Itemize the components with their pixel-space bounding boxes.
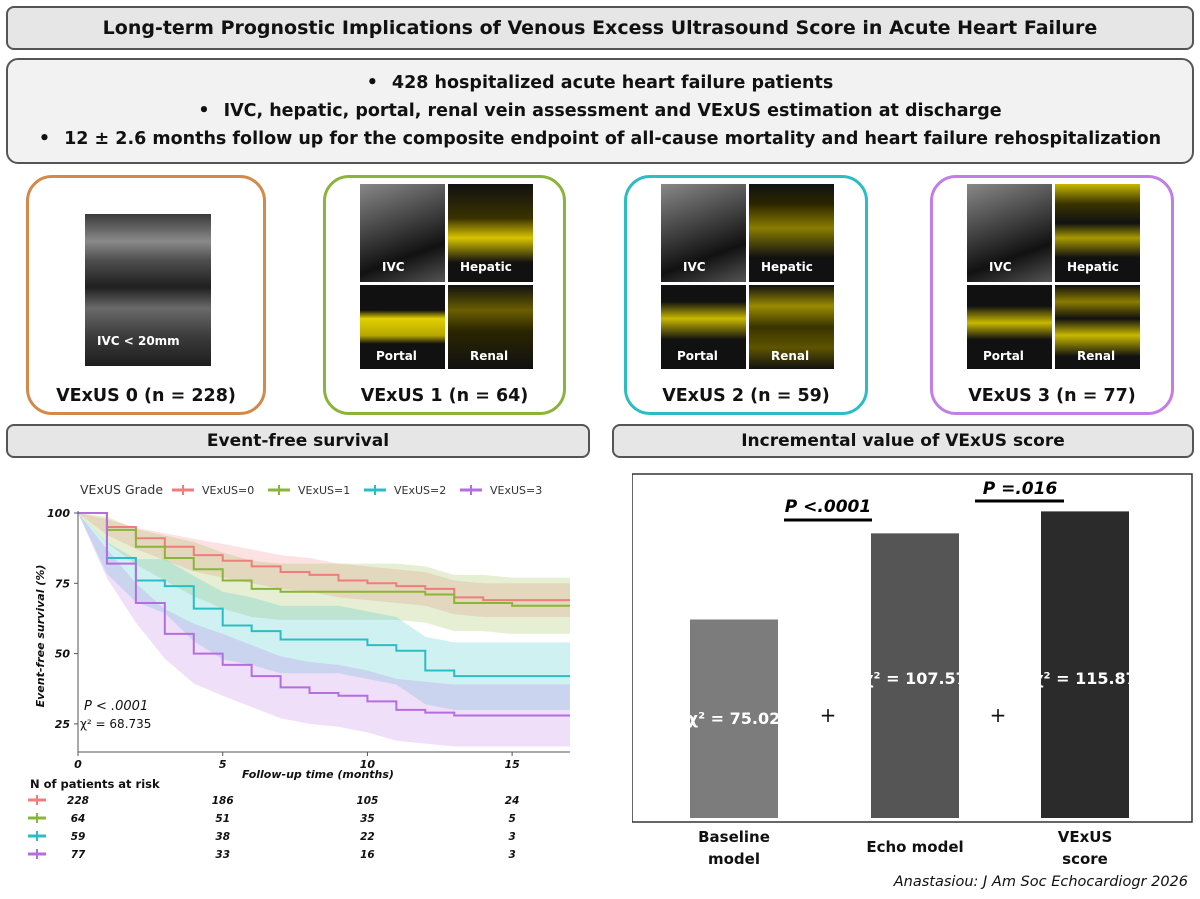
grade-label: VExUS 3 (n = 77): [968, 386, 1136, 406]
x-tick-label: 15: [504, 758, 520, 771]
bar-value-label: χ² = 107.57: [863, 669, 967, 688]
risk-count: 59: [71, 831, 86, 843]
hepatic-panel: Hepatic: [749, 184, 834, 282]
ivc-ultrasound-image: IVC < 20mm: [85, 214, 211, 366]
category-label: Baseline model: [698, 828, 770, 868]
risk-count: 22: [360, 831, 375, 843]
plot-frame: [632, 473, 1193, 823]
survival-curve: [78, 512, 570, 717]
bullet: •: [38, 129, 51, 149]
portal-panel: Portal: [661, 285, 746, 369]
citation: Anastasiou: J Am Soc Echocardiogr 2026: [893, 874, 1188, 890]
summary-line: • IVC, hepatic, portal, renal vein assess…: [198, 101, 1002, 121]
bar: [1041, 511, 1129, 818]
plus-sign: +: [820, 703, 837, 727]
grade-card-vexus-1: IVC Hepatic Portal Renal VExUS 1 (n = 64…: [323, 175, 566, 415]
risk-count: 16: [360, 849, 375, 861]
y-axis-label: Event-free survival (%): [34, 565, 47, 708]
bullet: •: [198, 101, 210, 121]
plus-sign: +: [990, 703, 1007, 727]
legend-title: VExUS Grade: [80, 482, 163, 497]
legend-entry: VExUS=2: [394, 484, 446, 497]
legend-entry: VExUS=0: [202, 484, 254, 497]
bullet: •: [366, 73, 378, 93]
y-tick-label: 75: [55, 577, 71, 590]
survival-curve: [78, 512, 570, 607]
x-tick-label: 10: [360, 758, 376, 771]
confidence-bands: [78, 513, 570, 747]
risk-table-title: N of patients at risk: [30, 777, 160, 791]
risk-count: 77: [71, 849, 86, 861]
bars: χ² = 75.02 χ² = 107.57 χ² = 115.87 Baseline…: [688, 511, 1137, 868]
y-tick-label: 100: [47, 507, 70, 520]
hepatic-panel: Hepatic: [448, 184, 533, 282]
bar: [690, 619, 778, 818]
risk-count: 33: [215, 849, 230, 861]
ivc-panel: IVC: [360, 184, 445, 282]
risk-count: 3: [508, 831, 515, 843]
ivc-panel: IVC: [967, 184, 1052, 282]
renal-panel: Renal: [1055, 285, 1140, 369]
risk-count: 24: [505, 795, 520, 807]
confidence-band: [78, 513, 570, 618]
figure-title: Long-term Prognostic Implications of Ven…: [6, 6, 1194, 50]
incremental-value-section-title: Incremental value of VExUS score: [612, 424, 1194, 458]
grade-label: VExUS 1 (n = 64): [360, 386, 529, 406]
survival-chart: VExUS Grade VExUS=0 VExUS=1 VExUS=2 VExUS=3…: [28, 482, 570, 861]
bar-value-label: χ² = 115.87: [1033, 669, 1137, 688]
incremental-value-chart: χ² = 75.02 χ² = 107.57 χ² = 115.87 Baseline…: [632, 473, 1193, 868]
y-tick-label: 50: [55, 648, 71, 661]
risk-count: 38: [215, 831, 230, 843]
risk-count: 228: [67, 795, 89, 807]
comparison-p-value: P =.016: [983, 479, 1058, 499]
survival-section-title: Event-free survival: [6, 424, 590, 458]
category-label: VExUS score: [1058, 828, 1113, 868]
summary-line: • 428 hospitalized acute heart failure pa…: [366, 73, 834, 93]
survival-curve: [78, 512, 570, 602]
risk-table: 228 186 105 24 64 51 35 5 59 38 22 3 77 33 16 3: [28, 795, 519, 861]
x-axis-label: Follow-up time (months): [242, 768, 394, 781]
confidence-band: [78, 513, 570, 634]
risk-count: 51: [215, 813, 230, 825]
risk-count: 5: [508, 813, 515, 825]
legend-entry: VExUS=1: [298, 484, 350, 497]
chi-square-value: χ² = 68.735: [80, 717, 151, 731]
hepatic-panel: Hepatic: [1055, 184, 1140, 282]
grade-label: VExUS 2 (n = 59): [662, 386, 830, 406]
bar-value-label: χ² = 75.02: [688, 709, 780, 728]
category-label: Echo model: [866, 838, 963, 856]
renal-panel: Renal: [749, 285, 834, 369]
legend: VExUS Grade VExUS=0 VExUS=1 VExUS=2 VExUS=3: [80, 482, 542, 497]
survival-curves: [78, 512, 570, 717]
legend-entry: VExUS=3: [490, 484, 542, 497]
p-value: P < .0001: [84, 699, 148, 714]
bar: [871, 533, 959, 818]
study-summary: • 428 hospitalized acute heart failure pa…: [6, 58, 1194, 164]
portal-panel: Portal: [967, 285, 1052, 369]
ivc-caption: IVC < 20mm: [97, 334, 180, 348]
summary-line: • 12 ± 2.6 months follow up for the compo…: [38, 129, 1162, 149]
comparison-p-value: P <.0001: [785, 497, 871, 517]
renal-panel: Renal: [448, 285, 533, 369]
confidence-band: [78, 513, 570, 747]
risk-count: 64: [71, 813, 86, 825]
axes: 25 50 75 100 0 5 10 15: [47, 507, 570, 771]
grade-card-vexus-3: IVC Hepatic Portal Renal VExUS 3 (n = 77…: [930, 175, 1174, 415]
grade-label: VExUS 0 (n = 228): [56, 386, 236, 406]
risk-count: 105: [356, 795, 378, 807]
survival-curve: [78, 512, 570, 678]
x-tick-label: 5: [219, 758, 227, 771]
confidence-band: [78, 513, 570, 710]
grade-card-vexus-2: IVC Hepatic Portal Renal VExUS 2 (n = 59…: [624, 175, 868, 415]
risk-count: 35: [360, 813, 375, 825]
x-tick-label: 0: [74, 758, 82, 771]
portal-panel: Portal: [360, 285, 445, 369]
risk-count: 186: [212, 795, 234, 807]
y-tick-label: 25: [55, 718, 71, 731]
ivc-panel: IVC: [661, 184, 746, 282]
risk-count: 3: [508, 849, 515, 861]
grade-card-vexus-0: IVC < 20mm VExUS 0 (n = 228): [26, 175, 266, 415]
comparison-brackets: P <.0001 P =.016: [784, 479, 1064, 522]
